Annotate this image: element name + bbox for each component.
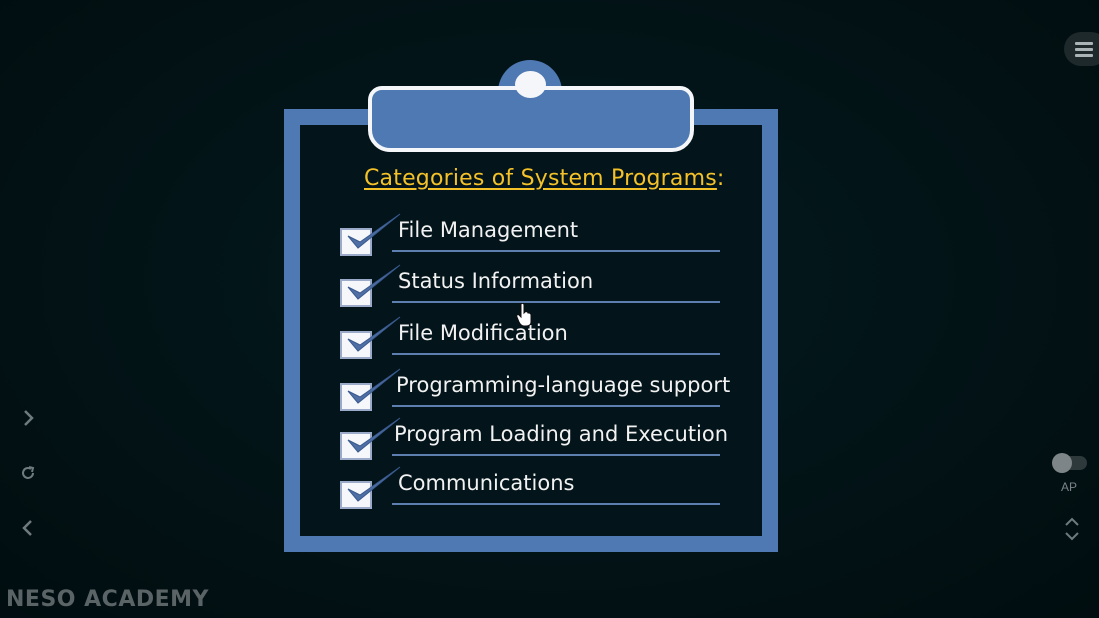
hamburger-menu-icon bbox=[1075, 42, 1093, 45]
hand-cursor-icon bbox=[516, 303, 532, 327]
checklist-item-label: Program Loading and Execution bbox=[394, 422, 729, 446]
underline-rule bbox=[392, 301, 720, 303]
autoplay-toggle[interactable] bbox=[1052, 453, 1087, 473]
underline-rule bbox=[392, 405, 720, 407]
checkmark-icon bbox=[347, 417, 401, 453]
menu-button[interactable] bbox=[1064, 32, 1099, 66]
checkbox-icon bbox=[340, 228, 372, 256]
checkmark-icon bbox=[347, 466, 401, 502]
checklist-item: Status Information bbox=[340, 264, 750, 315]
watermark-logo: NESO ACADEMY bbox=[6, 587, 209, 612]
underline-rule bbox=[392, 503, 720, 505]
checklist-item: Programming-language support bbox=[340, 368, 750, 419]
checkbox-icon bbox=[340, 432, 372, 460]
checklist-item: Communications bbox=[340, 466, 750, 517]
clipboard-clip-hole bbox=[515, 71, 546, 98]
underline-rule bbox=[392, 454, 720, 456]
checklist-item-label: File Management bbox=[398, 218, 579, 242]
previous-button[interactable] bbox=[18, 518, 38, 538]
checkmark-icon bbox=[347, 264, 401, 300]
underline-rule bbox=[392, 353, 720, 355]
checkmark-icon bbox=[347, 316, 401, 352]
replay-button[interactable] bbox=[18, 463, 38, 483]
hamburger-menu-icon bbox=[1075, 48, 1093, 51]
checklist-item: File Management bbox=[340, 213, 750, 264]
replay-icon bbox=[22, 466, 35, 479]
next-button[interactable] bbox=[18, 408, 38, 428]
checklist-item-label: Status Information bbox=[398, 269, 594, 293]
slide-heading-text: Categories of System Programs bbox=[364, 166, 717, 191]
slide-heading: Categories of System Programs: bbox=[364, 166, 725, 191]
checkmark-icon bbox=[347, 213, 401, 249]
chevron-left-icon bbox=[22, 520, 32, 536]
clipboard-board bbox=[284, 109, 778, 552]
autoplay-label: AP bbox=[1061, 480, 1078, 494]
hamburger-menu-icon bbox=[1075, 54, 1093, 57]
checklist-item-label: Communications bbox=[398, 471, 575, 495]
checkmark-icon bbox=[347, 368, 401, 404]
chevron-right-icon bbox=[24, 410, 34, 426]
slide-heading-suffix: : bbox=[716, 166, 725, 191]
up-down-chevron-icon[interactable] bbox=[1062, 516, 1082, 542]
checklist-item: File Modification bbox=[340, 316, 750, 367]
checklist-item: Program Loading and Execution bbox=[340, 417, 750, 468]
checklist-item-label: Programming-language support bbox=[396, 373, 731, 397]
underline-rule bbox=[392, 250, 720, 252]
toggle-knob bbox=[1052, 453, 1072, 473]
checklist-item-label: File Modification bbox=[398, 321, 568, 345]
